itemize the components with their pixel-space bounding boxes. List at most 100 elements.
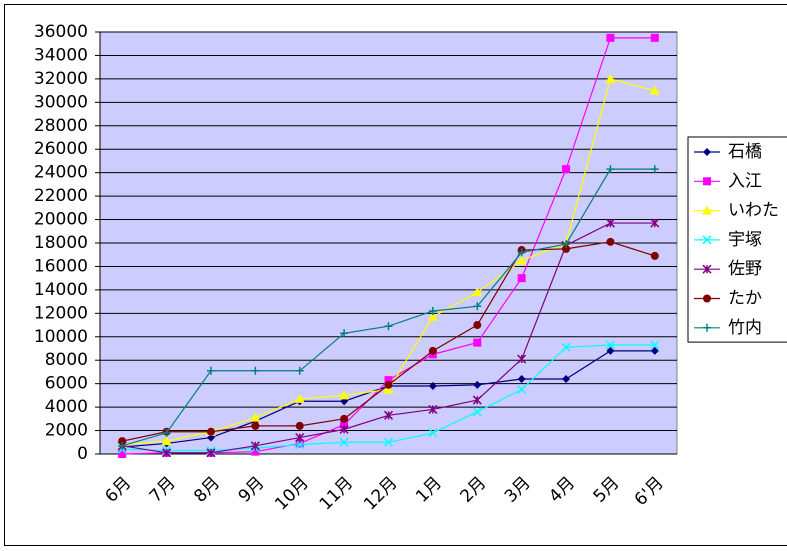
data-point: [206, 366, 215, 375]
legend-label: 石橋: [728, 142, 762, 162]
data-point: [472, 407, 482, 417]
y-tick-label: 0: [77, 444, 88, 464]
data-point: [561, 342, 571, 352]
data-point: [295, 433, 305, 443]
data-point: [251, 421, 260, 430]
data-point: [606, 237, 615, 246]
data-point: [605, 340, 615, 350]
data-point: [650, 33, 659, 42]
data-point: [473, 380, 482, 389]
y-tick-label: 34000: [34, 45, 88, 65]
legend-marker: [703, 177, 711, 186]
legend-marker: [703, 294, 711, 303]
data-point: [650, 218, 660, 228]
y-tick-label: 12000: [34, 303, 88, 323]
data-point: [650, 346, 659, 355]
data-point: [383, 437, 394, 447]
y-tick-label: 22000: [34, 186, 88, 206]
y-tick-label: 4000: [45, 397, 88, 417]
data-point: [340, 329, 349, 338]
data-point: [383, 410, 394, 420]
data-point: [605, 218, 615, 228]
data-point: [427, 311, 438, 321]
data-point: [295, 440, 305, 450]
legend-marker: [702, 205, 712, 215]
data-point: [339, 437, 349, 447]
y-tick-label: 26000: [34, 139, 88, 159]
y-tick-label: 30000: [34, 92, 88, 112]
data-point: [473, 321, 482, 330]
data-point: [162, 428, 171, 437]
y-tick-label: 16000: [34, 256, 88, 276]
data-point: [251, 447, 260, 456]
data-point: [206, 448, 216, 458]
data-point: [295, 421, 304, 430]
data-point: [517, 374, 526, 383]
data-point: [473, 302, 482, 311]
data-point: [339, 424, 349, 434]
data-point: [384, 380, 393, 389]
y-tick-label: 24000: [34, 163, 88, 183]
data-point: [384, 322, 393, 331]
data-point: [605, 73, 616, 83]
data-point: [517, 248, 526, 257]
data-point: [384, 376, 393, 385]
legend-marker: [703, 323, 711, 332]
y-tick-label: 28000: [34, 116, 88, 136]
data-point: [562, 165, 571, 174]
data-point: [650, 340, 660, 350]
data-point: [606, 346, 615, 355]
data-point: [472, 395, 482, 405]
data-point: [118, 437, 127, 446]
data-point: [340, 420, 349, 429]
legend-marker: [703, 148, 711, 156]
data-point: [118, 450, 127, 458]
data-point: [295, 439, 304, 448]
data-point: [649, 85, 660, 95]
data-point: [428, 306, 437, 315]
data-point: [340, 414, 349, 423]
data-point: [250, 441, 260, 451]
y-tick-label: 6000: [45, 374, 88, 394]
data-point: [517, 384, 527, 395]
y-tick-label: 20000: [34, 210, 88, 230]
data-point: [162, 448, 172, 458]
data-point: [516, 255, 527, 265]
legend-label: いわた: [728, 201, 779, 221]
data-point: [650, 165, 659, 174]
legend-marker: [702, 264, 712, 274]
y-tick-label: 14000: [34, 280, 88, 300]
data-point: [206, 427, 215, 436]
data-point: [428, 382, 437, 391]
data-point: [295, 366, 304, 375]
legend-label: たか: [728, 289, 762, 309]
y-tick-label: 8000: [45, 350, 88, 370]
y-tick-label: 10000: [34, 327, 88, 347]
data-point: [251, 366, 260, 375]
legend-marker: [702, 235, 712, 245]
data-point: [606, 33, 615, 42]
data-point: [473, 338, 482, 347]
data-point: [517, 354, 527, 364]
data-point: [562, 374, 571, 383]
legend-label: 宇塚: [728, 230, 762, 250]
data-point: [428, 346, 437, 355]
data-point: [650, 251, 659, 260]
data-point: [428, 428, 438, 438]
y-tick-label: 18000: [34, 233, 88, 253]
data-point: [383, 384, 394, 394]
data-point: [118, 441, 127, 450]
y-tick-label: 2000: [45, 421, 88, 441]
data-point: [161, 436, 172, 446]
data-point: [562, 244, 571, 253]
legend-label: 佐野: [728, 259, 762, 279]
data-point: [606, 165, 615, 174]
data-point: [294, 393, 305, 403]
data-point: [472, 287, 483, 297]
data-point: [339, 390, 350, 400]
y-tick-label: 32000: [34, 69, 88, 89]
legend-label: 入江: [728, 171, 762, 191]
data-point: [428, 404, 438, 414]
data-point: [250, 412, 261, 422]
